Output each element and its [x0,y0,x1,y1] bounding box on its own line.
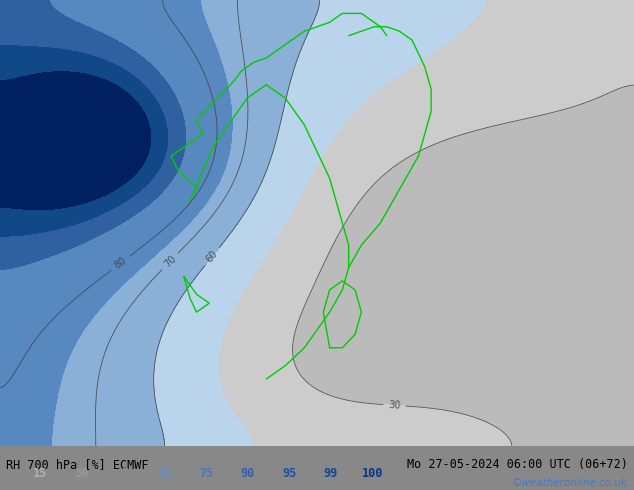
Text: RH 700 hPa [%] ECMWF: RH 700 hPa [%] ECMWF [6,458,149,471]
Text: ©weatheronline.co.uk: ©weatheronline.co.uk [512,478,628,488]
Text: 60: 60 [157,467,172,480]
Text: 100: 100 [361,467,383,480]
Text: 45: 45 [116,467,130,480]
Text: 75: 75 [199,467,213,480]
Text: 95: 95 [282,467,296,480]
Text: 99: 99 [323,467,338,480]
Text: 30: 30 [388,400,401,411]
Text: 90: 90 [240,467,255,480]
Text: 30: 30 [74,467,89,480]
Text: 70: 70 [162,253,178,270]
Text: 80: 80 [113,256,128,271]
Text: Mo 27-05-2024 06:00 UTC (06+72): Mo 27-05-2024 06:00 UTC (06+72) [407,458,628,471]
Text: 15: 15 [33,467,47,480]
Text: 60: 60 [204,249,220,265]
